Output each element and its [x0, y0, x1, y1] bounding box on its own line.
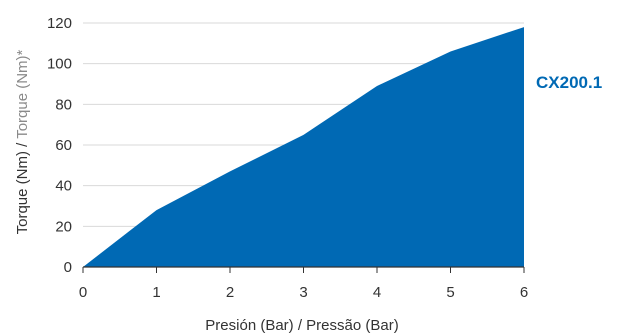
y-axis-title-separator: / [14, 139, 31, 151]
y-axis-title-pt: Torque (Nm)* [14, 49, 31, 138]
y-tick-label-80: 80 [55, 96, 72, 113]
x-tick-label-5: 5 [446, 284, 454, 301]
y-axis-title: Torque (Nm) / Torque (Nm)* [14, 49, 31, 234]
x-axis-ticks: 0 1 2 3 4 5 6 [79, 267, 528, 301]
x-tick-label-4: 4 [373, 284, 381, 301]
x-tick-label-2: 2 [226, 284, 234, 301]
y-tick-label-60: 60 [55, 137, 72, 154]
y-tick-label-120: 120 [47, 15, 72, 32]
y-axis-title-es: Torque (Nm) [14, 151, 31, 234]
x-tick-label-6: 6 [520, 284, 528, 301]
plot-area [83, 27, 524, 268]
series-area-CX200.1 [83, 27, 524, 268]
y-tick-label-0: 0 [64, 259, 72, 276]
y-tick-label-20: 20 [55, 218, 72, 235]
y-tick-label-100: 100 [47, 56, 72, 73]
x-axis-title: Presión (Bar) / Pressão (Bar) [205, 317, 398, 333]
x-tick-label-3: 3 [299, 284, 307, 301]
y-axis-ticks: 0 20 40 60 80 100 120 [47, 15, 72, 276]
series-label: CX200.1 [536, 73, 602, 92]
y-tick-label-40: 40 [55, 178, 72, 195]
x-tick-label-0: 0 [79, 284, 87, 301]
x-tick-label-1: 1 [152, 284, 160, 301]
